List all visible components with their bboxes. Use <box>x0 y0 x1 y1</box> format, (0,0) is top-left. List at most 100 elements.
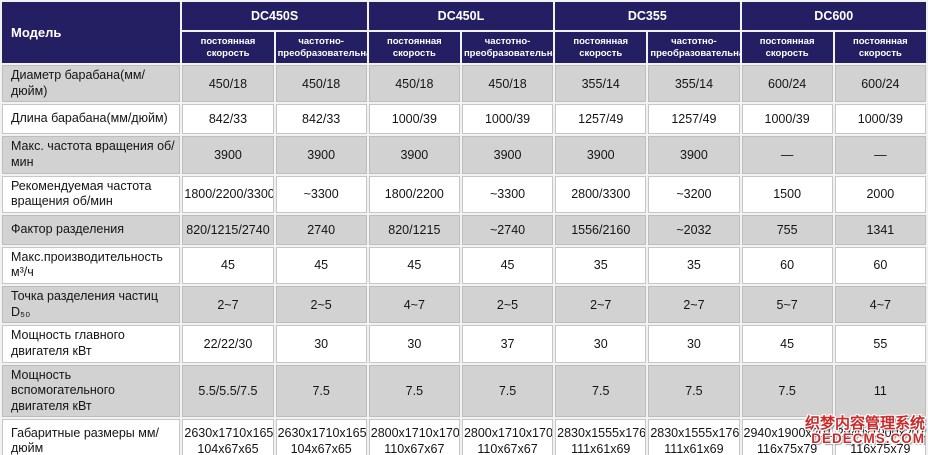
spec-value: 2940x1900x2010 116x75x79 <box>741 419 833 455</box>
spec-value: 7.5 <box>368 364 460 418</box>
spec-value: 1000/39 <box>741 104 833 135</box>
spec-row: Диаметр барабана(мм/дюйм) 450/18 450/18 450… <box>2 65 926 103</box>
spec-value: 4~7 <box>834 286 926 324</box>
spec-value: 450/18 <box>368 65 460 103</box>
spec-value: 1257/49 <box>648 104 740 135</box>
row-label: Фактор разделения <box>2 214 181 245</box>
model-header-dc450l: DC450L <box>368 2 554 30</box>
model-name-row: Модель DC450S DC450L DC355 DC600 <box>2 2 926 63</box>
subheader-dc450s-constant: постоянная скорость <box>182 32 274 63</box>
subheader-dc450s-frequency: частотно-преобразовательная <box>275 32 367 63</box>
spec-value: 2800x1710x1700 110x67x67 <box>461 419 554 455</box>
spec-value: 1556/2160 <box>555 214 647 245</box>
spec-value: 450/18 <box>275 65 367 103</box>
model-header-dc450s: DC450S <box>182 2 367 30</box>
subheader-dc450l-frequency: частотно-преобразовательная <box>461 32 554 63</box>
spec-value: 1500 <box>741 175 833 213</box>
spec-value: 35 <box>648 246 740 284</box>
row-label: Габаритные размеры мм/дюйм <box>2 419 181 455</box>
spec-value: 2740 <box>275 214 367 245</box>
spec-row: Мощность вспомогательного двигателя кВт 5… <box>2 364 926 418</box>
spec-value: 1000/39 <box>368 104 460 135</box>
spec-value: 45 <box>275 246 367 284</box>
spec-value: 2~7 <box>648 286 740 324</box>
spec-value: 1257/49 <box>555 104 647 135</box>
spec-value: 450/18 <box>182 65 274 103</box>
spec-value: 2~7 <box>182 286 274 324</box>
subheader-dc355-constant: постоянная скорость <box>555 32 647 63</box>
spec-value: 842/33 <box>182 104 274 135</box>
spec-value: 22/22/30 <box>182 325 274 363</box>
spec-value: 4~7 <box>368 286 460 324</box>
spec-value: 2000 <box>834 175 926 213</box>
spec-value: 842/33 <box>275 104 367 135</box>
spec-value: 30 <box>275 325 367 363</box>
spec-row: Рекомендуемая частота вращения об/мин 180… <box>2 175 926 213</box>
spec-value: 820/1215 <box>368 214 460 245</box>
spec-value: 1000/39 <box>461 104 554 135</box>
spec-row: Макс. частота вращения об/мин 3900 3900 390… <box>2 136 926 174</box>
speed-type-row: постоянная скорость частотно-преобразова… <box>2 32 926 63</box>
row-label: Макс.производительность м³/ч <box>2 246 181 284</box>
spec-value: 45 <box>741 325 833 363</box>
spec-value: 1800/2200 <box>368 175 460 213</box>
spec-row: Длина барабана(мм/дюйм) 842/33 842/33 1000/… <box>2 104 926 135</box>
spec-value: 45 <box>182 246 274 284</box>
spec-value: 7.5 <box>461 364 554 418</box>
spec-value: 7.5 <box>275 364 367 418</box>
spec-value: 60 <box>741 246 833 284</box>
spec-row: Точка разделения частиц D₅₀ 2~7 2~5 4~7 2~5 2… <box>2 286 926 324</box>
spec-value: 2~7 <box>555 286 647 324</box>
subheader-dc600-constant-1: постоянная скорость <box>741 32 833 63</box>
spec-row: Мощность главного двигателя кВт 22/22/30 3… <box>2 325 926 363</box>
spec-value: 37 <box>461 325 554 363</box>
spec-value: 355/14 <box>555 65 647 103</box>
spec-value: 2~5 <box>275 286 367 324</box>
subheader-dc450l-constant: постоянная скорость <box>368 32 460 63</box>
row-label: Рекомендуемая частота вращения об/мин <box>2 175 181 213</box>
spec-value: 30 <box>648 325 740 363</box>
spec-value: 820/1215/2740 <box>182 214 274 245</box>
model-column-header: Модель <box>2 2 181 63</box>
spec-value: 5~7 <box>741 286 833 324</box>
spec-row: Габаритные размеры мм/дюйм 2630x1710x1650… <box>2 419 926 455</box>
spec-value: 2630x1710x1650 104x67x65 <box>275 419 367 455</box>
spec-row: Фактор разделения 820/1215/2740 2740 820/12… <box>2 214 926 245</box>
spec-value: 2800/3300 <box>555 175 647 213</box>
spec-value: 3900 <box>368 136 460 174</box>
spec-value: — <box>834 136 926 174</box>
spec-value: ~3200 <box>648 175 740 213</box>
spec-value: 2~5 <box>461 286 554 324</box>
spec-value: 7.5 <box>648 364 740 418</box>
spec-value: 7.5 <box>741 364 833 418</box>
spec-value: 355/14 <box>648 65 740 103</box>
spec-value: 2830x1555x1760 111x61x69 <box>648 419 740 455</box>
spec-value: 2940x1900x2010 116x75x79 <box>834 419 926 455</box>
spec-row: Макс.производительность м³/ч 45 45 45 45 35 35… <box>2 246 926 284</box>
spec-value: 30 <box>555 325 647 363</box>
spec-value: 2830x1555x1760 111x61x69 <box>555 419 647 455</box>
spec-value: ~3300 <box>275 175 367 213</box>
spec-value: 45 <box>461 246 554 284</box>
row-label: Макс. частота вращения об/мин <box>2 136 181 174</box>
spec-value: 3900 <box>182 136 274 174</box>
spec-table-header: Модель DC450S DC450L DC355 DC600 постоян… <box>2 2 926 63</box>
spec-value: 2630x1710x1650 104x67x65 <box>182 419 274 455</box>
subheader-dc355-frequency: частотно-преобразовательная <box>648 32 740 63</box>
row-label: Точка разделения частиц D₅₀ <box>2 286 181 324</box>
spec-value: 755 <box>741 214 833 245</box>
spec-value: 60 <box>834 246 926 284</box>
spec-value: 45 <box>368 246 460 284</box>
spec-value: 3900 <box>461 136 554 174</box>
spec-value: 30 <box>368 325 460 363</box>
spec-value: 55 <box>834 325 926 363</box>
spec-value: ~2740 <box>461 214 554 245</box>
spec-value: 1341 <box>834 214 926 245</box>
row-label: Мощность вспомогательного двигателя кВт <box>2 364 181 418</box>
model-header-dc600: DC600 <box>741 2 926 30</box>
row-label: Мощность главного двигателя кВт <box>2 325 181 363</box>
row-label: Диаметр барабана(мм/дюйм) <box>2 65 181 103</box>
spec-value: ~3300 <box>461 175 554 213</box>
